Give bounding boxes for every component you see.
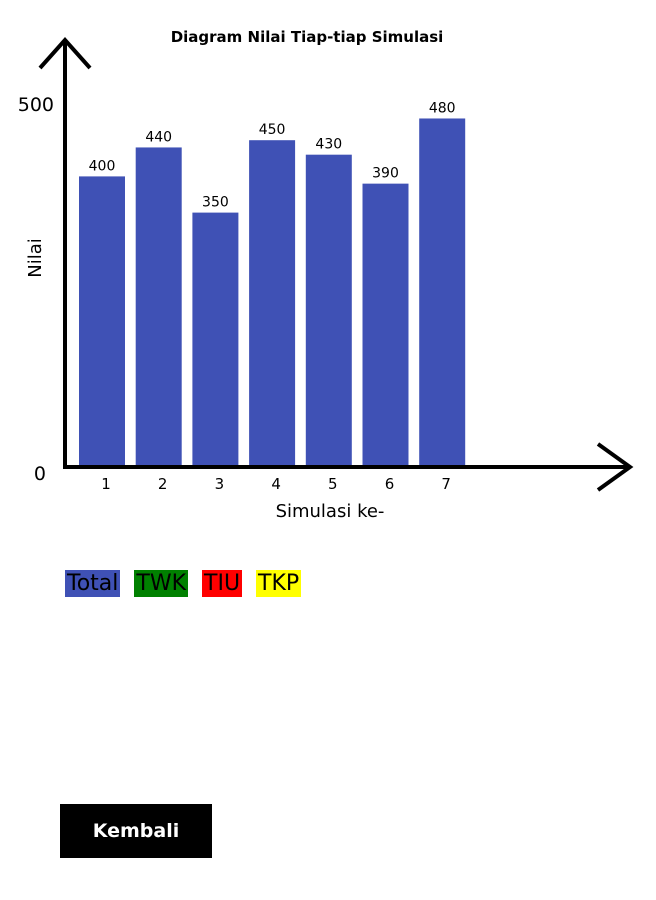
bar-chart: Diagram Nilai Tiap-tiap Simulasi Nilai S… — [18, 28, 634, 522]
legend-tiu: TIU — [202, 570, 243, 597]
bar-value-label: 400 — [89, 158, 116, 174]
y-axis — [38, 36, 92, 468]
y-tick-label: 500 — [18, 94, 54, 116]
bar-3 — [192, 212, 239, 466]
x-tick-label: 3 — [215, 475, 225, 493]
bar-6 — [362, 183, 409, 466]
y-tick-label: 0 — [34, 463, 46, 485]
x-tick-label: 6 — [385, 475, 395, 493]
bar-1 — [79, 176, 125, 466]
bar-2 — [135, 147, 182, 466]
legend: Total TWK TIU TKP — [65, 570, 302, 597]
x-axis — [63, 442, 634, 492]
bar-value-label: 390 — [372, 166, 399, 182]
bar-value-label: 430 — [315, 137, 342, 153]
bar-5 — [305, 154, 352, 466]
back-button[interactable]: Kembali — [60, 804, 212, 858]
legend-twk: TWK — [134, 570, 189, 597]
bar-7 — [419, 118, 466, 466]
x-tick-label: 1 — [101, 475, 111, 493]
chart-title: Diagram Nilai Tiap-tiap Simulasi — [171, 28, 444, 46]
ticks-group: 1 2 3 4 5 6 7 0 500 — [18, 94, 451, 493]
bar-value-label: 480 — [429, 100, 456, 116]
bar-value-label: 440 — [145, 129, 172, 145]
bar-value-label: 350 — [202, 195, 229, 211]
bars-group: 400 440 350 450 430 390 480 — [79, 100, 466, 466]
x-tick-label: 7 — [441, 475, 451, 493]
legend-tkp: TKP — [256, 570, 302, 597]
x-axis-label: Simulasi ke- — [276, 501, 385, 522]
x-tick-label: 5 — [328, 475, 338, 493]
bar-4 — [249, 140, 296, 466]
x-tick-label: 2 — [158, 475, 168, 493]
y-axis-label: Nilai — [25, 238, 46, 278]
legend-total: Total — [65, 570, 121, 597]
x-tick-label: 4 — [271, 475, 281, 493]
bar-value-label: 450 — [259, 122, 286, 138]
